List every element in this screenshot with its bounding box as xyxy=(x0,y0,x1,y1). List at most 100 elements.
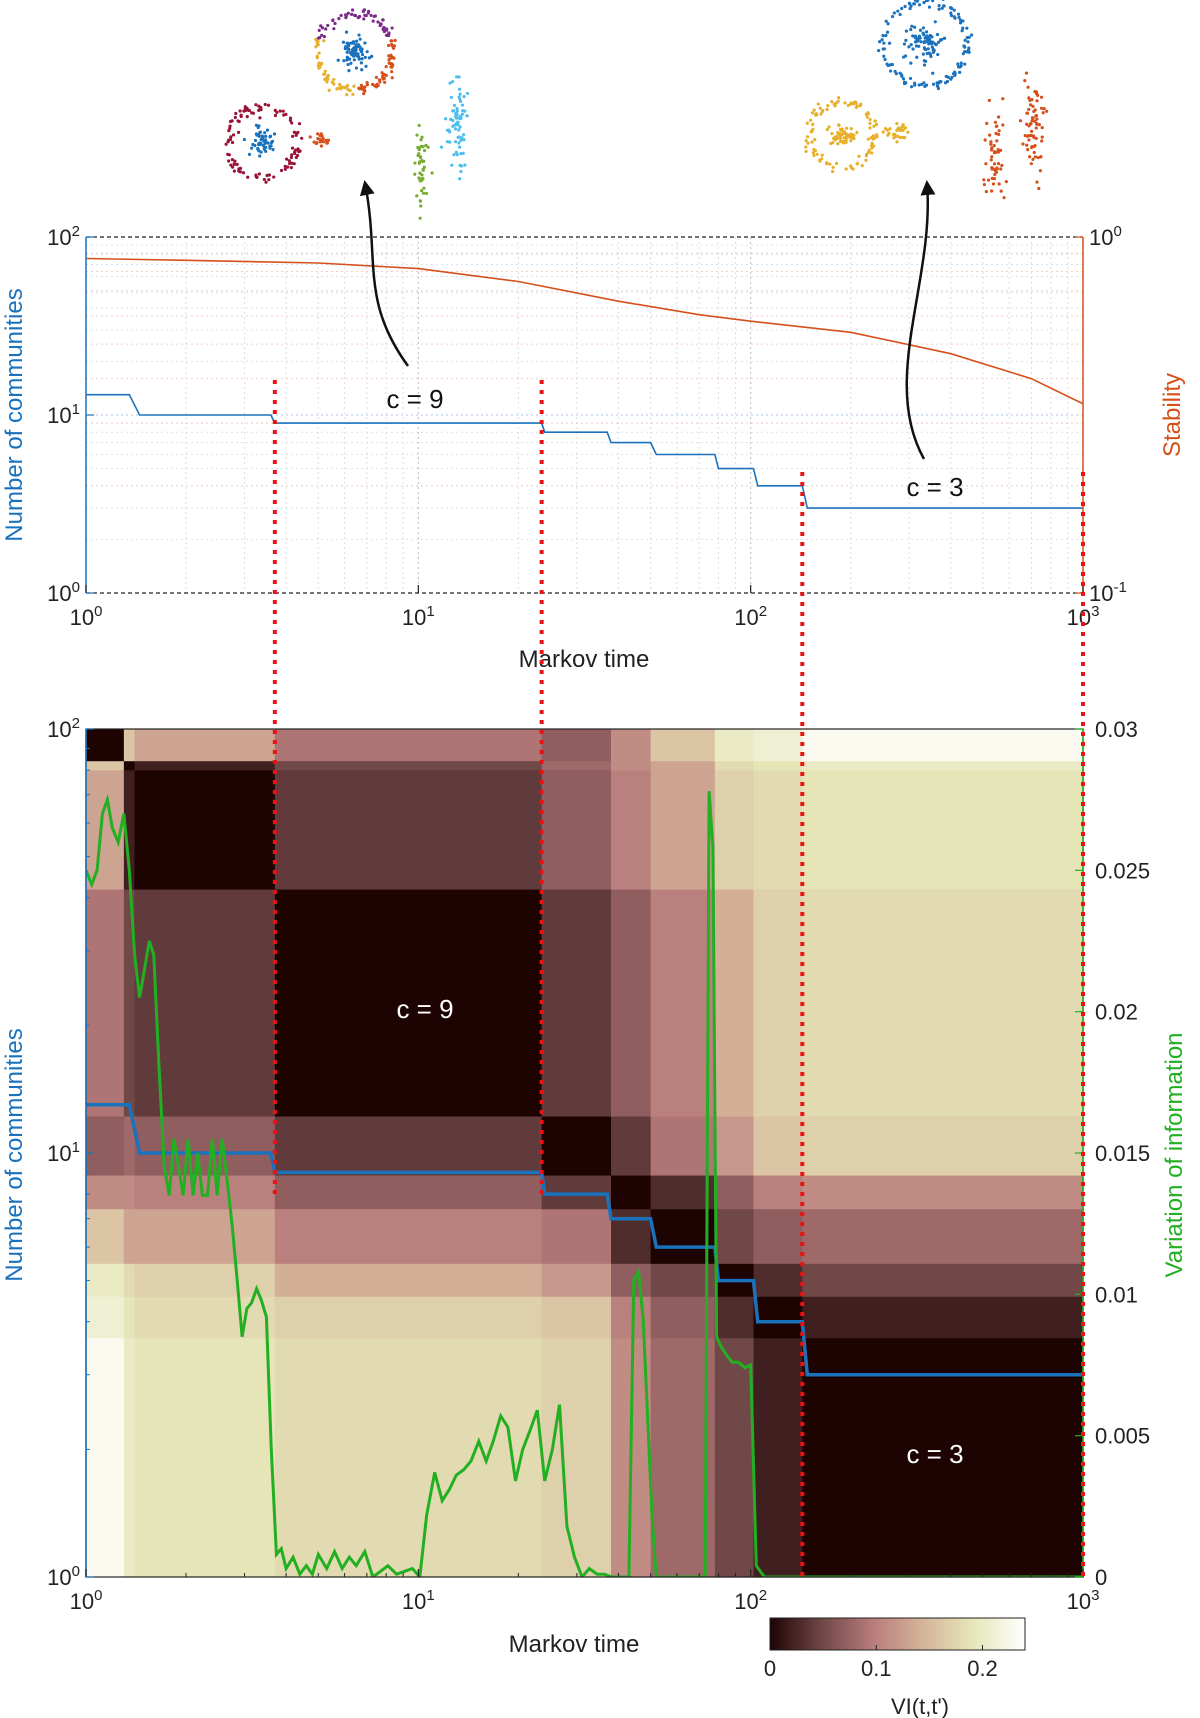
inset-point xyxy=(257,134,261,138)
heatmap-cell xyxy=(274,1263,543,1298)
inset-point xyxy=(1002,196,1006,200)
inset-point xyxy=(953,70,957,74)
inset-point xyxy=(371,19,375,23)
inset-point xyxy=(361,85,365,90)
heatmap-cell xyxy=(611,1116,652,1177)
heatmap-cell xyxy=(86,1209,125,1265)
heatmap-cell xyxy=(274,1296,543,1339)
inset-point xyxy=(1037,186,1041,191)
inset-point xyxy=(837,96,841,100)
inset-point xyxy=(241,171,246,175)
inset-point xyxy=(1029,162,1033,166)
inset-point xyxy=(320,26,325,30)
inset-point xyxy=(907,45,911,49)
inset-point xyxy=(345,50,349,54)
bottom-y2-tick-label: 0.01 xyxy=(1095,1282,1138,1307)
inset-point xyxy=(317,61,321,65)
inset-point xyxy=(812,147,816,152)
inset-point xyxy=(1026,85,1030,89)
inset-point xyxy=(838,136,843,141)
inset-point xyxy=(900,74,904,78)
inset-point xyxy=(956,65,961,69)
inset-point xyxy=(901,128,905,132)
inset-point xyxy=(866,112,870,116)
inset-point xyxy=(997,182,1001,186)
inset-point xyxy=(234,111,238,116)
inset-point xyxy=(982,182,987,187)
inset-point xyxy=(271,148,275,152)
bottom-y-tick-label-exp: 2 xyxy=(72,715,80,732)
inset-point xyxy=(246,108,251,112)
heatmap-cell xyxy=(650,1209,716,1265)
top-stability-line xyxy=(86,257,1083,405)
bottom-y-tick-label-exp: 0 xyxy=(72,1563,80,1580)
inset-point xyxy=(233,159,237,163)
inset-point xyxy=(418,216,422,220)
inset-point xyxy=(952,8,956,12)
inset-point xyxy=(860,163,864,168)
bottom-y-tick-label: 100 xyxy=(47,1563,80,1590)
heatmap-cell xyxy=(123,729,136,762)
inset-point xyxy=(1000,163,1004,168)
inset-point xyxy=(359,83,363,87)
inset-point xyxy=(344,30,349,34)
heatmap-cell xyxy=(802,1263,1084,1298)
inset-point xyxy=(383,80,387,84)
inset-point xyxy=(965,26,969,30)
inset-point xyxy=(342,59,346,63)
bottom-x-tick-label-base: 10 xyxy=(70,1589,94,1614)
bottom-x-tick-label: 103 xyxy=(1067,1587,1100,1614)
bottom-x-tick-label-exp: 0 xyxy=(94,1587,102,1604)
inset-point xyxy=(458,92,462,96)
inset-point xyxy=(230,157,235,162)
inset-point xyxy=(804,145,808,149)
inset-point xyxy=(885,30,890,34)
inset-point xyxy=(345,93,349,97)
inset-point xyxy=(1018,119,1023,123)
inset-point xyxy=(1030,129,1034,133)
inset-point xyxy=(330,80,334,84)
inset-point xyxy=(996,150,1001,154)
inset-point xyxy=(346,11,350,15)
inset-point xyxy=(346,88,350,92)
inset-point xyxy=(352,58,356,62)
inset-point xyxy=(1035,122,1039,126)
inset-point xyxy=(1030,97,1034,102)
inset-point xyxy=(452,109,456,113)
heatmap-cell xyxy=(123,1263,136,1298)
bottom-x-tick-label-base: 10 xyxy=(734,1589,758,1614)
inset-point xyxy=(854,101,858,105)
top-annotation-c9: c = 9 xyxy=(386,384,443,414)
inset-point xyxy=(1001,97,1005,101)
inset-point xyxy=(323,72,327,76)
inset-point xyxy=(233,115,237,120)
inset-point xyxy=(813,138,817,142)
inset-point xyxy=(457,87,462,91)
inset-point xyxy=(360,57,364,61)
inset-point xyxy=(940,6,944,10)
inset-point xyxy=(816,102,820,106)
inset-point xyxy=(250,146,254,150)
inset-point xyxy=(849,102,853,106)
inset-point xyxy=(1032,150,1036,155)
top-x-tick-label-base: 10 xyxy=(70,605,94,630)
inset-point xyxy=(365,80,369,85)
inset-point xyxy=(1031,134,1036,138)
inset-point xyxy=(232,162,236,166)
inset-point xyxy=(288,116,293,120)
inset-point xyxy=(993,172,997,177)
inset-point xyxy=(372,14,376,19)
inset-point xyxy=(458,99,463,103)
heatmap-cell xyxy=(753,1209,803,1265)
inset-point xyxy=(1028,103,1033,107)
inset-point xyxy=(317,28,321,32)
inset-point xyxy=(319,144,324,148)
inset-point xyxy=(315,141,319,145)
inset-point xyxy=(956,12,961,16)
inset-point xyxy=(992,177,997,181)
inset-point xyxy=(286,165,290,169)
inset-point xyxy=(288,161,292,166)
inset-point xyxy=(320,33,324,37)
inset-point xyxy=(322,39,326,43)
inset-point xyxy=(866,150,871,155)
